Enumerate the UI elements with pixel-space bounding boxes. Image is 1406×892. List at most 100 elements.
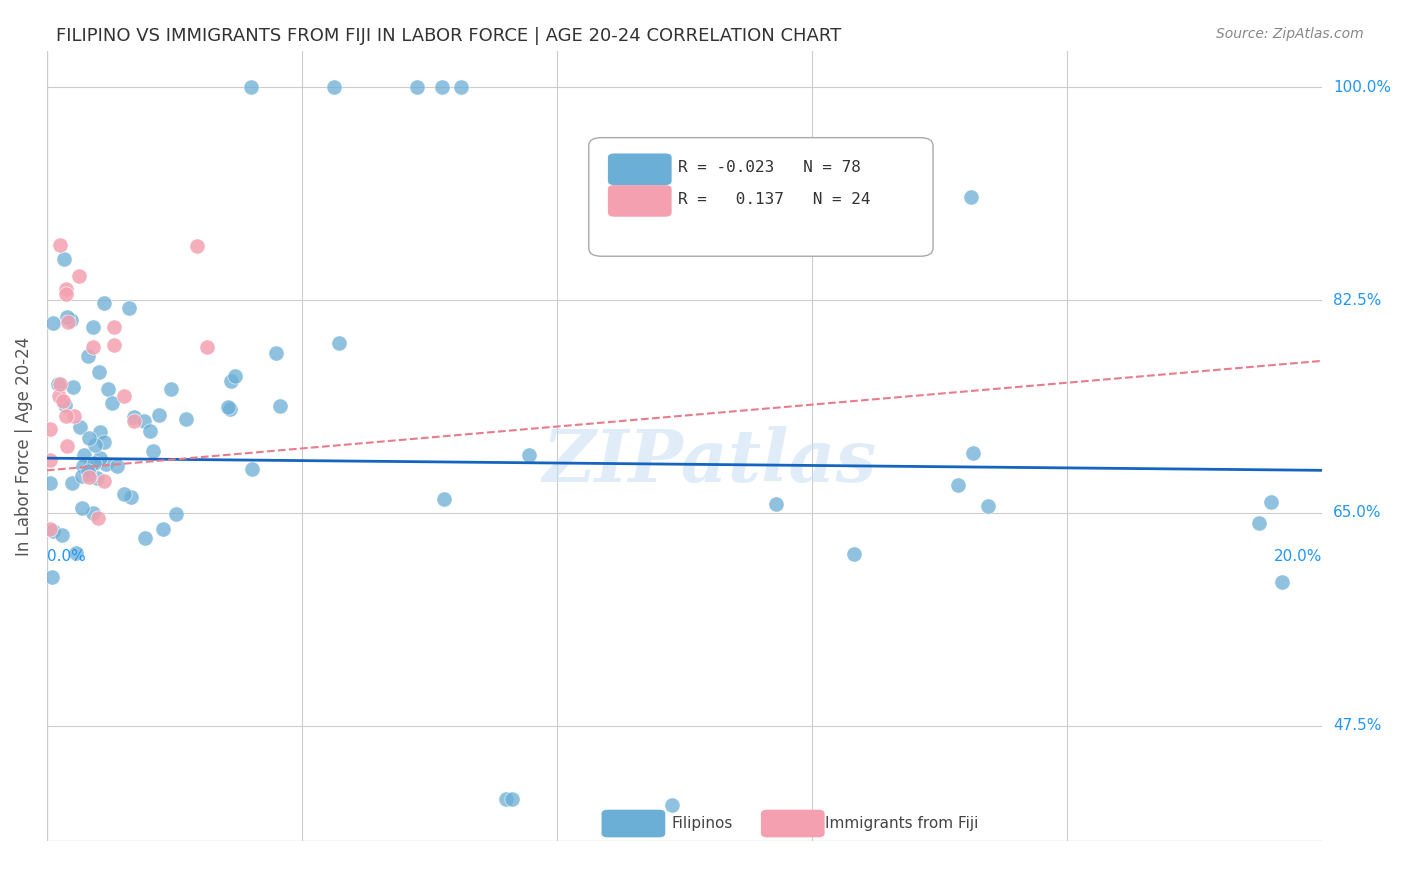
Point [501, 791, 523, 805]
Point [82, 340, 104, 354]
Point [962, 446, 984, 460]
Point [105, 458, 128, 473]
Text: 65.0%: 65.0% [1333, 506, 1382, 520]
Point [55, 287, 77, 301]
Point [264, 346, 287, 360]
Point [89, 450, 111, 465]
Point [224, 369, 246, 384]
Point [72, 459, 94, 474]
Point [84, 438, 107, 452]
Point [132, 414, 155, 428]
Point [39, 522, 62, 536]
Point [322, 80, 344, 95]
Point [77, 470, 100, 484]
Point [165, 507, 187, 521]
Point [77, 431, 100, 445]
Point [661, 797, 683, 812]
Text: 0.0%: 0.0% [46, 549, 86, 564]
Point [430, 80, 453, 95]
Point [55, 409, 77, 423]
Point [1271, 575, 1294, 590]
Point [103, 319, 125, 334]
Text: 20.0%: 20.0% [1274, 549, 1322, 564]
Point [59, 312, 82, 326]
Point [960, 189, 983, 203]
Point [41, 570, 63, 584]
Text: 47.5%: 47.5% [1333, 718, 1381, 733]
Point [114, 389, 136, 403]
Point [86, 510, 108, 524]
Point [46, 376, 69, 391]
Point [844, 547, 866, 561]
Point [80, 457, 103, 471]
Point [197, 340, 219, 354]
Point [269, 399, 291, 413]
Point [87, 365, 110, 379]
Point [139, 424, 162, 438]
Point [93, 435, 115, 450]
Point [39, 453, 62, 467]
Point [219, 374, 242, 388]
Point [1247, 516, 1270, 530]
Point [103, 338, 125, 352]
Text: Immigrants from Fiji: Immigrants from Fiji [825, 815, 979, 830]
Point [70, 500, 93, 515]
Point [94, 457, 117, 471]
Point [97, 382, 120, 396]
Point [55, 439, 77, 453]
FancyBboxPatch shape [589, 137, 934, 256]
Point [56, 315, 79, 329]
Point [174, 411, 197, 425]
Point [53, 252, 76, 267]
Point [39, 422, 62, 436]
Text: R =   0.137   N = 24: R = 0.137 N = 24 [678, 192, 870, 207]
Text: ZIPatlas: ZIPatlas [543, 426, 877, 498]
Point [49, 377, 72, 392]
Point [89, 425, 111, 440]
Point [122, 414, 145, 428]
Text: Source: ZipAtlas.com: Source: ZipAtlas.com [1216, 27, 1364, 41]
Point [51, 528, 73, 542]
Point [83, 456, 105, 470]
Point [186, 239, 208, 253]
Point [219, 401, 242, 416]
Point [101, 396, 124, 410]
Y-axis label: In Labor Force | Age 20-24: In Labor Force | Age 20-24 [15, 336, 32, 556]
Point [328, 335, 350, 350]
Point [977, 499, 1000, 513]
Point [69, 419, 91, 434]
Point [67, 268, 90, 283]
Text: FILIPINO VS IMMIGRANTS FROM FIJI IN LABOR FORCE | AGE 20-24 CORRELATION CHART: FILIPINO VS IMMIGRANTS FROM FIJI IN LABO… [56, 27, 841, 45]
Text: 82.5%: 82.5% [1333, 293, 1381, 308]
Point [41, 316, 63, 330]
Point [60, 476, 83, 491]
Point [517, 448, 540, 462]
Text: R = -0.023   N = 78: R = -0.023 N = 78 [678, 161, 860, 175]
FancyBboxPatch shape [761, 810, 825, 838]
FancyBboxPatch shape [607, 153, 672, 185]
Point [48, 389, 70, 403]
Point [765, 497, 787, 511]
Point [142, 444, 165, 458]
Point [148, 408, 170, 422]
Point [121, 490, 143, 504]
Text: 100.0%: 100.0% [1333, 79, 1391, 95]
Point [217, 400, 239, 414]
FancyBboxPatch shape [607, 185, 672, 217]
Point [63, 409, 86, 423]
Point [55, 282, 77, 296]
Point [405, 80, 427, 95]
Point [240, 462, 263, 476]
Point [82, 506, 104, 520]
Point [495, 791, 517, 805]
Point [39, 476, 62, 491]
Point [82, 320, 104, 334]
Point [134, 531, 156, 545]
Point [62, 380, 84, 394]
Point [239, 80, 262, 95]
Point [52, 393, 75, 408]
Point [160, 382, 183, 396]
Point [118, 301, 141, 315]
Point [42, 524, 65, 539]
Point [93, 474, 115, 488]
